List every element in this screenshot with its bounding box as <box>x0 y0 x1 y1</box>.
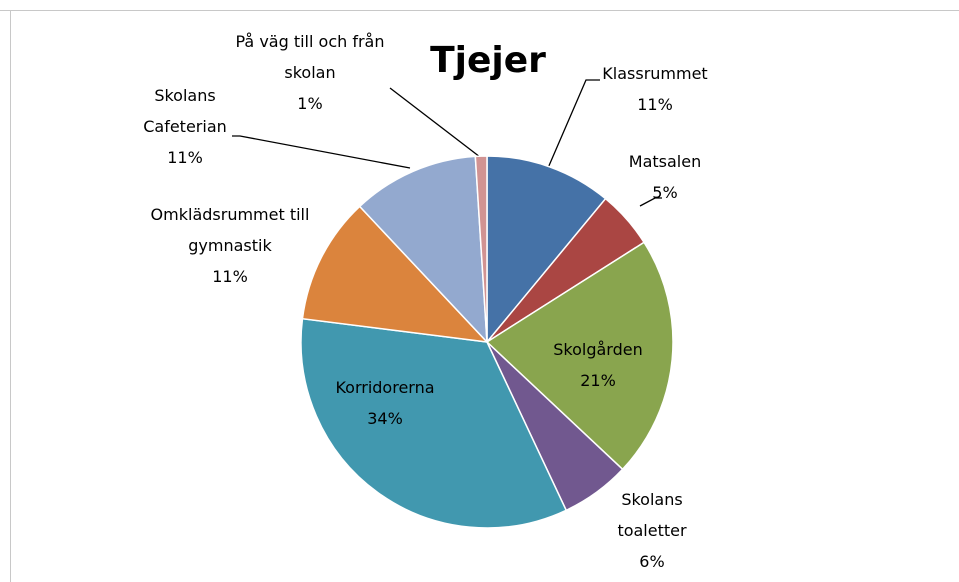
label-category: Matsalen <box>628 152 702 171</box>
pie-slice <box>485 241 674 471</box>
label-category: Klassrummet <box>602 64 708 83</box>
label-category: Skolans Cafeterian <box>143 86 227 136</box>
label-value: 11% <box>637 95 673 114</box>
label-category: Skolgården <box>553 340 643 359</box>
label-value: 6% <box>639 552 665 571</box>
pie-slice <box>474 155 488 343</box>
data-label: På väg till och från skolan 1% <box>235 26 385 119</box>
leader-line <box>547 79 600 169</box>
data-label: Korridorerna 34% <box>315 372 455 434</box>
data-label: Skolans Cafeterian 11% <box>125 80 245 173</box>
slices <box>300 155 674 529</box>
label-category: På väg till och från skolan <box>235 32 385 82</box>
data-label: Klassrummet 11% <box>590 58 720 120</box>
label-category: Skolans toaletter <box>617 490 687 540</box>
data-label: Skolans toaletter 6% <box>597 484 707 577</box>
label-value: 11% <box>167 148 203 167</box>
pie-slice <box>358 155 488 345</box>
chart-title: Tjejer <box>430 40 546 81</box>
label-category: Omklädsrummet till gymnastik <box>150 205 310 255</box>
pie-slice <box>486 155 607 345</box>
leader-line <box>389 87 481 158</box>
pie-slice <box>300 317 568 529</box>
data-label: Omklädsrummet till gymnastik 11% <box>150 199 310 292</box>
leader-line <box>639 197 662 207</box>
label-value: 11% <box>212 267 248 286</box>
leader-line <box>232 135 411 169</box>
data-label: Matsalen 5% <box>610 146 720 208</box>
label-value: 1% <box>297 94 323 113</box>
label-value: 34% <box>367 409 403 428</box>
label-value: 21% <box>580 371 616 390</box>
leader-lines <box>232 79 662 207</box>
pie-slice <box>301 205 489 344</box>
label-category: Korridorerna <box>335 378 435 397</box>
label-value: 5% <box>652 183 678 202</box>
data-label: Skolgården 21% <box>543 334 653 396</box>
